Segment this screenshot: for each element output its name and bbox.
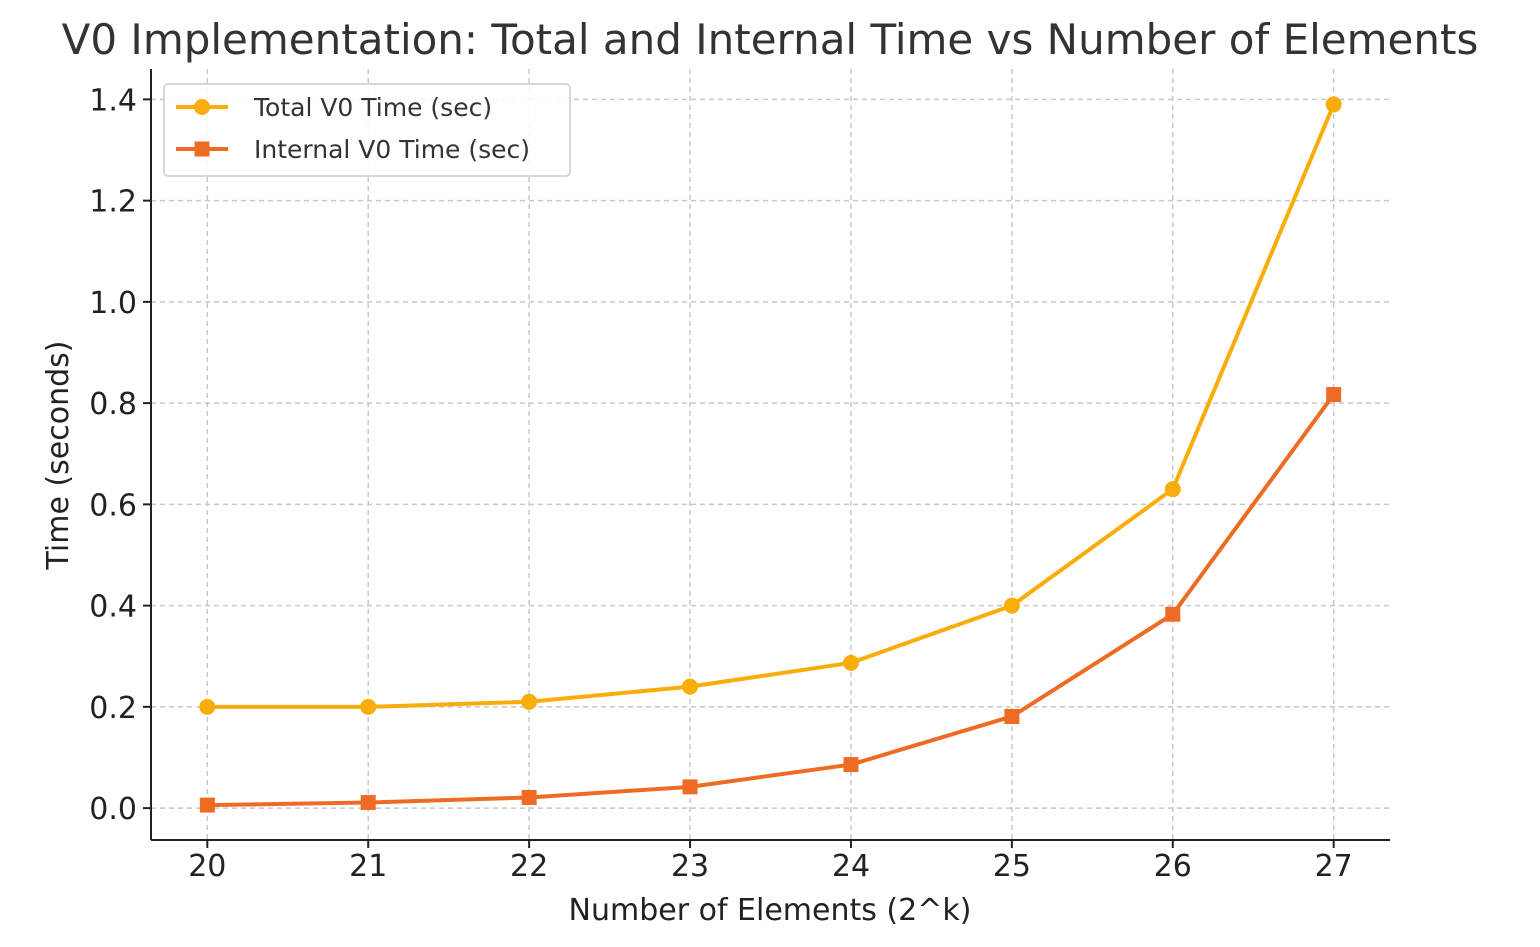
tick-labels: 20 21 22 23 24 25 26 27 0.0 0.2 0.4 0.6 0.8 1.0 1.2 1.4 <box>89 83 1352 884</box>
data-series <box>199 96 1342 813</box>
x-tick-label: 27 <box>1315 849 1353 884</box>
legend-label: Total V0 Time (sec) <box>253 93 492 122</box>
legend-marker-square <box>194 141 210 157</box>
data-point-square <box>1326 387 1342 403</box>
data-point-square <box>360 795 376 811</box>
series-total-v0-time <box>199 96 1342 715</box>
y-tick-label: 1.2 <box>89 185 137 220</box>
y-tick-label: 1.0 <box>89 286 137 321</box>
y-tick-label: 0.8 <box>89 387 137 422</box>
x-tick-label: 21 <box>349 849 387 884</box>
legend-items: Total V0 Time (sec) Internal V0 Time (sec… <box>176 93 530 164</box>
y-tick-label: 0.0 <box>89 792 137 827</box>
data-point-circle <box>360 698 377 715</box>
data-point-circle <box>1003 597 1020 614</box>
y-tick-label: 0.4 <box>89 590 137 625</box>
legend-box <box>163 83 571 177</box>
data-point-circle <box>1164 481 1181 498</box>
x-tick-label: 22 <box>510 849 548 884</box>
axes <box>150 69 1390 841</box>
data-point-square <box>1004 708 1020 724</box>
data-point-circle <box>842 654 859 671</box>
series-line <box>205 392 1336 808</box>
data-point-square <box>521 789 537 805</box>
data-point-square <box>199 797 215 813</box>
series-internal-v0-time <box>199 387 1342 813</box>
legend-label: Internal V0 Time (sec) <box>254 135 530 164</box>
x-tick-label: 26 <box>1154 849 1192 884</box>
legend: Total V0 Time (sec) Internal V0 Time (sec… <box>163 83 571 177</box>
y-tick-label: 0.2 <box>89 691 137 726</box>
data-point-circle <box>1325 96 1342 113</box>
x-axis-label: Number of Elements (2^k) <box>569 893 972 928</box>
legend-marker-circle <box>194 99 210 115</box>
data-point-circle <box>199 698 216 715</box>
x-tick-label: 20 <box>188 849 226 884</box>
y-tick-label: 1.4 <box>89 83 137 118</box>
data-point-square <box>843 757 859 773</box>
y-axis-label: Time (seconds) <box>41 341 76 571</box>
data-point-square <box>1165 606 1181 622</box>
y-tick-label: 0.6 <box>89 488 137 523</box>
x-tick-label: 23 <box>671 849 709 884</box>
grid-lines <box>151 69 1390 840</box>
data-point-circle <box>521 693 538 710</box>
legend-item: Internal V0 Time (sec) <box>176 135 530 164</box>
legend-item: Total V0 Time (sec) <box>176 93 492 122</box>
data-point-square <box>682 779 698 795</box>
chart-title: V0 Implementation: Total and Internal Ti… <box>62 15 1479 64</box>
series-line <box>205 102 1336 709</box>
data-point-circle <box>682 678 699 695</box>
x-tick-label: 25 <box>993 849 1031 884</box>
x-tick-label: 24 <box>832 849 870 884</box>
